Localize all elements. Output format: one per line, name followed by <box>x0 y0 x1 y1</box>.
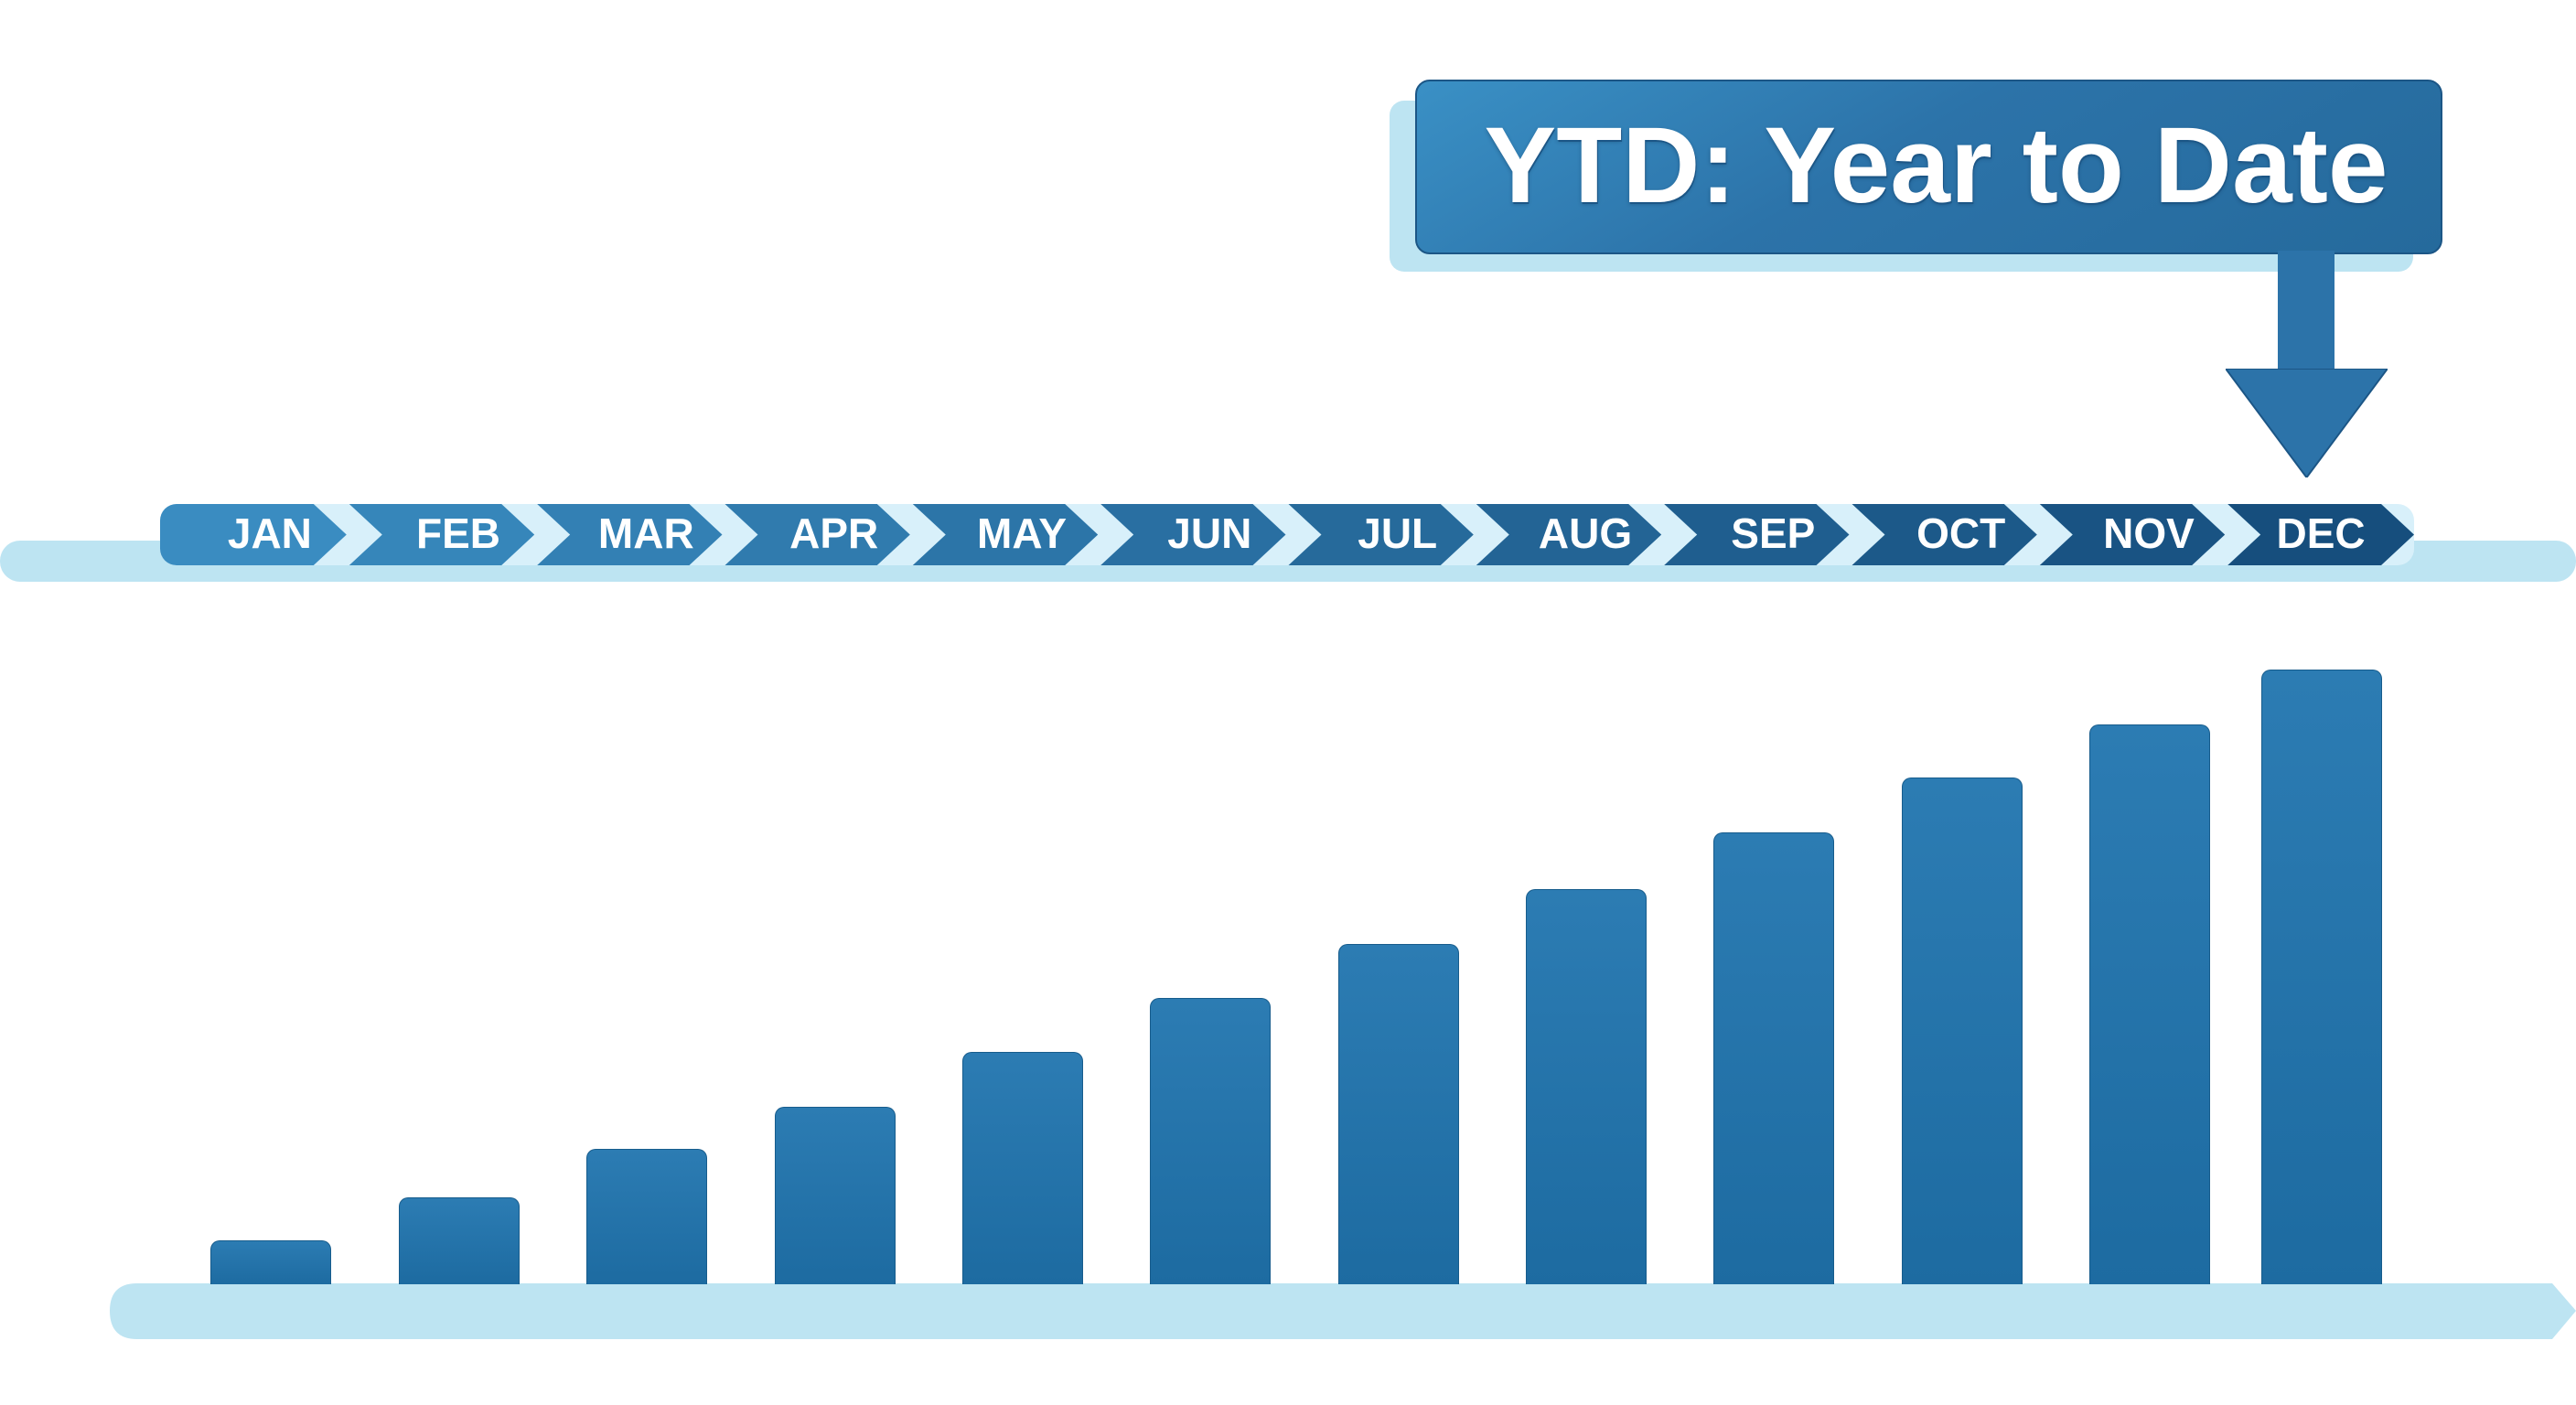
svg-text:JUL: JUL <box>1358 509 1437 557</box>
svg-text:FEB: FEB <box>416 509 500 557</box>
svg-text:MAR: MAR <box>598 509 694 557</box>
svg-text:MAY: MAY <box>977 509 1067 557</box>
svg-text:NOV: NOV <box>2103 509 2195 557</box>
svg-text:OCT: OCT <box>1916 509 2005 557</box>
svg-text:SEP: SEP <box>1731 509 1815 557</box>
svg-text:JUN: JUN <box>1167 509 1251 557</box>
svg-text:DEC: DEC <box>2277 509 2366 557</box>
svg-text:AUG: AUG <box>1539 509 1632 557</box>
svg-text:APR: APR <box>789 509 878 557</box>
svg-text:JAN: JAN <box>228 509 312 557</box>
